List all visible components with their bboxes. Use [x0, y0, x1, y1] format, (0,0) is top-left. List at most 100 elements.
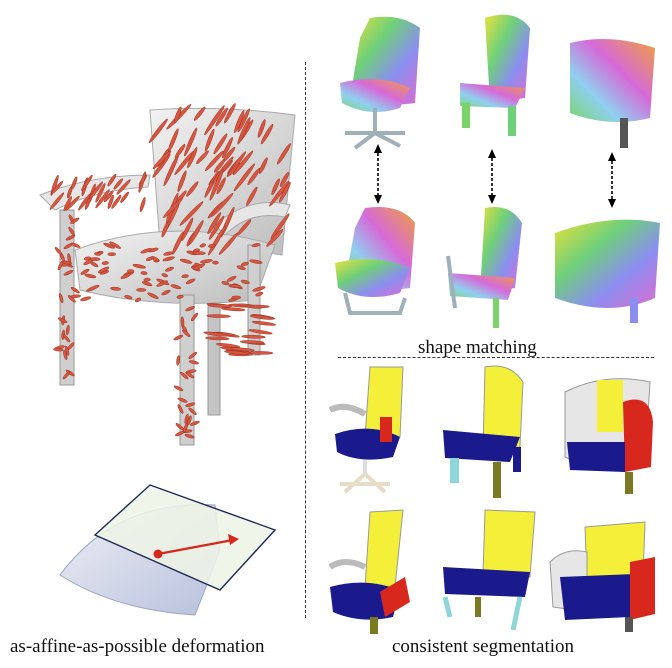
glyph-ellipse — [203, 331, 228, 337]
tangent-plane — [93, 484, 277, 591]
glyph-ellipse — [218, 232, 239, 255]
glyph-ellipse — [113, 178, 123, 190]
glyph-ellipse — [103, 242, 115, 249]
glyph-ellipse — [249, 259, 263, 264]
glyph-ellipse — [161, 273, 168, 278]
glyph-ellipse — [259, 157, 268, 174]
glyph-ellipse — [170, 284, 182, 290]
glyph-ellipse — [276, 143, 291, 165]
glyph-ellipse — [65, 234, 76, 241]
glyph-ellipse — [208, 225, 226, 256]
glyph-ellipse — [188, 351, 198, 359]
glyph-ellipse — [248, 329, 273, 335]
glyph-ellipse — [95, 183, 106, 203]
matching-svg — [335, 14, 660, 328]
glyph-ellipse — [176, 355, 180, 366]
glyph-ellipse — [270, 213, 290, 239]
glyph-ellipse — [139, 197, 146, 213]
glyph-ellipse — [213, 133, 228, 155]
glyph-ellipse — [184, 413, 189, 424]
glyph-ellipse — [187, 147, 198, 169]
glyph-ellipse — [80, 296, 92, 302]
glyph-ellipse — [61, 260, 72, 265]
glyph-ellipse — [255, 291, 264, 297]
seg-chair-wood-2 — [442, 509, 536, 631]
chair-glyph-svg — [39, 103, 296, 446]
glyph-ellipse — [246, 186, 258, 206]
consistent-segmentation-caption: consistent segmentation — [392, 636, 575, 657]
match-armchair-top — [570, 39, 655, 148]
segmentation-svg — [328, 365, 655, 634]
glyph-ellipse — [247, 167, 261, 186]
glyph-ellipse — [193, 263, 206, 271]
glyph-ellipse — [214, 159, 226, 173]
glyph-ellipse — [65, 324, 70, 336]
glyph-ellipse — [86, 285, 100, 292]
glyph-ellipse — [190, 312, 198, 322]
vertical-divider — [305, 62, 306, 618]
glyph-ellipse — [240, 261, 249, 267]
glyph-ellipse — [54, 247, 63, 256]
glyph-ellipse — [179, 258, 193, 264]
glyph-ellipse — [208, 243, 216, 248]
glyph-ellipse — [165, 266, 174, 272]
glyph-ellipse — [185, 278, 196, 285]
glyph-ellipse — [177, 170, 187, 192]
match-chair-wood-bottom — [446, 207, 522, 328]
glyph-ellipse — [148, 118, 168, 144]
glyph-ellipse — [204, 150, 224, 172]
aap-chair-figure — [20, 95, 305, 455]
glyph-ellipse — [185, 402, 196, 407]
glyph-ellipse — [204, 105, 225, 136]
match-armchair-bottom — [555, 219, 660, 323]
glyph-ellipse — [94, 252, 102, 256]
glyph-ellipse — [181, 217, 194, 242]
chair-seat — [74, 230, 276, 304]
glyph-ellipse — [57, 317, 68, 324]
glyph-ellipse — [84, 273, 97, 279]
glyph-ellipse — [216, 177, 226, 195]
seg-chair-wood-1 — [443, 365, 524, 498]
glyph-ellipse — [179, 201, 204, 226]
chair-armrest-right — [214, 202, 291, 236]
glyph-ellipse — [107, 252, 117, 257]
glyph-ellipse — [230, 347, 255, 352]
glyph-ellipse — [182, 329, 191, 337]
glyph-ellipse — [101, 261, 109, 265]
glyph-ellipse — [143, 277, 151, 282]
glyph-ellipse — [245, 304, 270, 309]
glyph-ellipse — [181, 274, 189, 279]
glyph-ellipse — [103, 190, 114, 203]
glyph-ellipse — [208, 304, 233, 308]
glyph-ellipse — [209, 168, 224, 201]
shape-matching-caption: shape matching — [418, 337, 537, 358]
match-chair-office-bottom — [335, 207, 415, 315]
glyph-ellipse — [174, 106, 182, 124]
glyph-ellipse — [279, 182, 291, 203]
glyph-ellipse — [65, 195, 80, 211]
glyph-ellipse — [124, 295, 133, 300]
glyph-ellipse — [248, 351, 274, 355]
glyph-ellipse — [111, 194, 122, 209]
glyph-ellipse — [236, 265, 246, 271]
glyph-ellipse — [251, 243, 261, 248]
glyph-ellipse — [211, 192, 234, 217]
glyph-ellipse — [252, 286, 266, 292]
glyph-ellipse — [215, 107, 228, 127]
glyph-ellipse — [177, 397, 188, 403]
glyph-ellipse — [279, 171, 290, 187]
glyph-ellipse — [199, 243, 206, 248]
glyph-ellipse — [63, 270, 74, 276]
aap-deformation-caption: as-affine-as-possible deformation — [10, 636, 265, 657]
match-chair-office-top — [340, 16, 420, 150]
glyph-ellipse — [212, 260, 219, 265]
glyph-ellipse — [207, 212, 222, 235]
glyph-ellipse — [107, 173, 117, 187]
glyph-ellipse — [196, 150, 209, 164]
glyph-ellipse — [152, 150, 172, 170]
glyph-ellipse — [120, 191, 129, 203]
glyph-ellipse — [68, 226, 75, 236]
seg-armchair-2 — [549, 521, 655, 632]
glyph-ellipse — [135, 297, 141, 303]
seg-chair-office-2 — [328, 509, 410, 634]
